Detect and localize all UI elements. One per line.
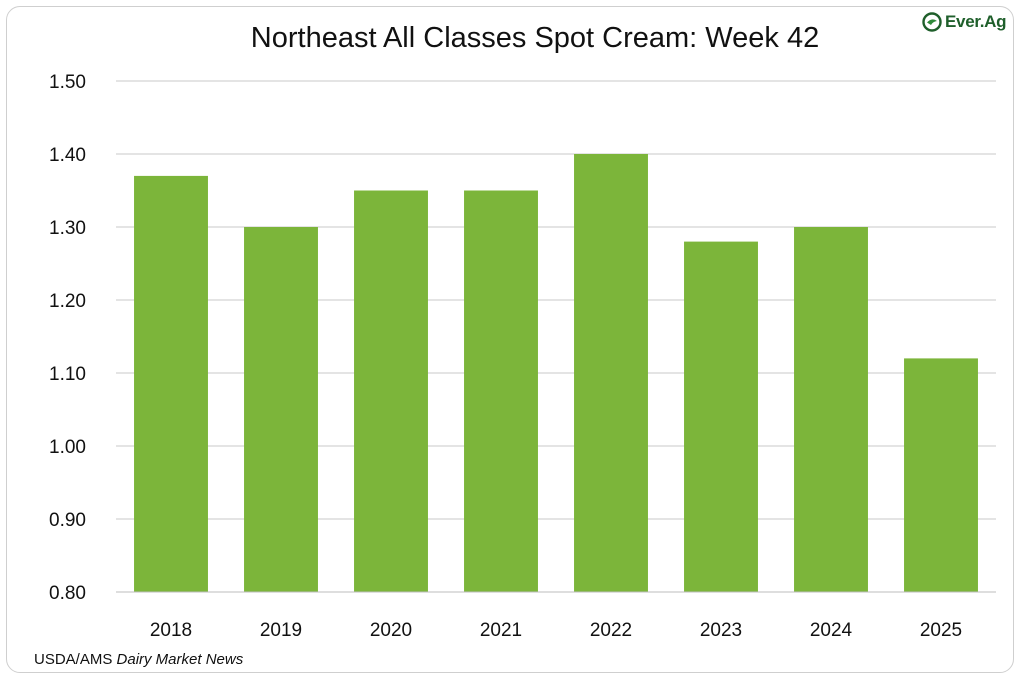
bar-2020	[354, 190, 428, 592]
ever-ag-leaf-icon	[922, 12, 942, 32]
y-tick-label: 0.80	[49, 583, 86, 604]
bars	[134, 154, 978, 592]
y-tick-label: 0.90	[49, 510, 86, 531]
y-axis-ticks: 0.80 0.90 1.00 1.10 1.20 1.30 1.40 1.50	[49, 72, 86, 604]
y-tick-label: 1.00	[49, 437, 86, 458]
y-tick-label: 1.20	[49, 291, 86, 312]
bar-2024	[794, 227, 868, 592]
ever-ag-logo: Ever.Ag	[922, 12, 1007, 32]
x-axis-ticks: 2018 2019 2020 2021 2022 2023 2024 2025	[150, 620, 962, 641]
x-tick-label: 2020	[370, 620, 412, 641]
bar-2025	[904, 358, 978, 592]
y-tick-label: 1.10	[49, 364, 86, 385]
y-tick-label: 1.30	[49, 218, 86, 239]
source-italic: Dairy Market News	[116, 651, 244, 668]
bar-2021	[464, 190, 538, 592]
bar-2018	[134, 175, 208, 592]
source-note: USDA/AMS Dairy Market News	[34, 651, 243, 668]
bar-2019	[244, 227, 318, 592]
x-tick-label: 2022	[590, 620, 632, 641]
x-tick-label: 2023	[700, 620, 742, 641]
y-tick-label: 1.50	[49, 72, 86, 93]
y-tick-label: 1.40	[49, 145, 86, 166]
x-tick-label: 2019	[260, 620, 302, 641]
x-tick-label: 2025	[920, 620, 962, 641]
x-tick-label: 2024	[810, 620, 853, 641]
x-tick-label: 2021	[480, 620, 522, 641]
chart-title: Northeast All Classes Spot Cream: Week 4…	[250, 22, 820, 54]
source-prefix: USDA/AMS	[34, 651, 117, 668]
x-tick-label: 2018	[150, 620, 192, 641]
bar-2022	[574, 154, 648, 592]
ever-ag-logo-text: Ever.Ag	[945, 12, 1007, 31]
bar-2023	[684, 241, 758, 592]
